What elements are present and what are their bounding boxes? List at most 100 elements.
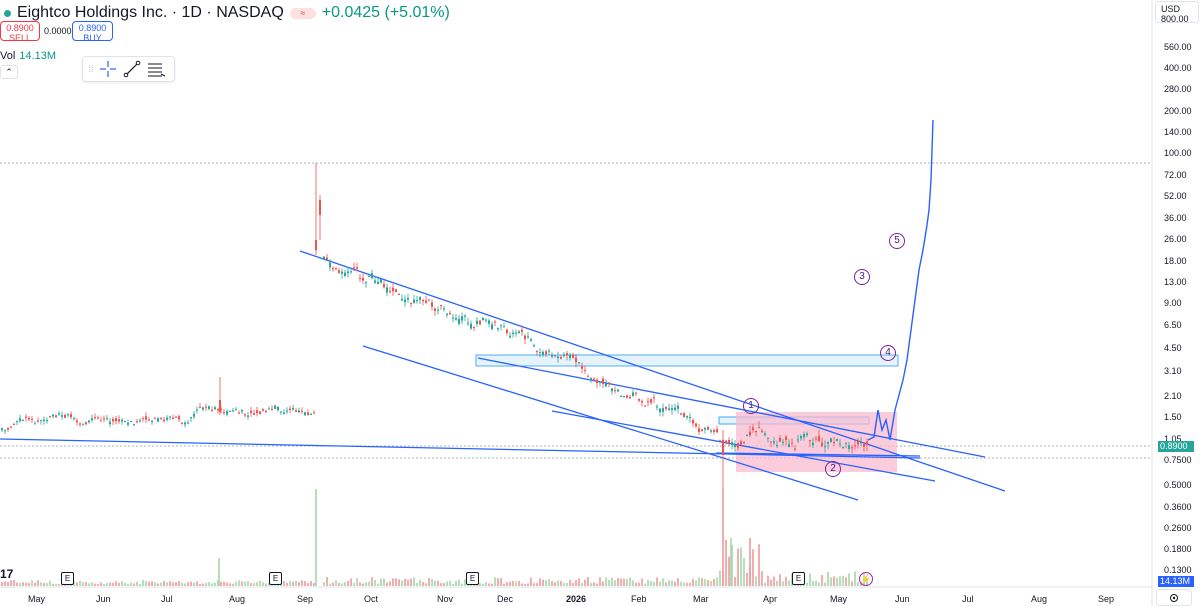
candle-body	[142, 418, 144, 420]
candle-body	[205, 406, 207, 408]
earnings-event-badge[interactable]: E	[61, 572, 74, 585]
price-axis-label: 0.3600	[1164, 502, 1192, 512]
volume-bar	[226, 582, 228, 586]
candle-body	[335, 268, 337, 270]
candle-body	[196, 409, 198, 411]
volume-bar	[256, 582, 258, 586]
candle-body	[671, 408, 673, 410]
candle-body	[743, 441, 745, 444]
sell-button[interactable]: 0.8900 SELL	[0, 21, 40, 43]
volume-bar	[737, 548, 739, 586]
candle-body	[344, 272, 346, 277]
candle-body	[437, 309, 439, 311]
candle-body	[359, 277, 361, 279]
volume-bar	[503, 583, 505, 586]
volume-bar	[106, 583, 108, 586]
volume-bar	[404, 578, 406, 586]
volume-bar	[572, 582, 574, 586]
volume-bar	[515, 581, 517, 586]
volume-bar	[389, 581, 391, 586]
volume-bar	[211, 583, 213, 586]
candle-body	[428, 299, 430, 301]
candle-body	[851, 447, 853, 449]
candle-body	[353, 267, 355, 269]
trend-line-upper	[299, 250, 1006, 492]
trend-line-icon[interactable]	[120, 59, 144, 79]
candle-body	[509, 335, 511, 338]
collapse-legend-button[interactable]: ⌃	[0, 65, 18, 79]
volume-bar	[581, 582, 583, 586]
candle-body	[73, 418, 75, 420]
candle-body	[136, 421, 138, 423]
volume-bar	[229, 583, 231, 586]
candle-body	[842, 446, 844, 448]
earnings-event-badge[interactable]: E	[792, 572, 805, 585]
candle-body	[650, 399, 652, 403]
candle-body	[356, 267, 358, 269]
volume-bar	[124, 582, 126, 586]
currency-selector[interactable]: USD 800.00	[1155, 1, 1199, 24]
flag-icon[interactable]: ≈	[289, 7, 316, 19]
volume-legend: Vol 14.13M	[0, 50, 56, 62]
volume-bar	[500, 578, 502, 586]
volume-bar	[650, 581, 652, 586]
candle-body	[103, 418, 105, 420]
wave-label-5[interactable]: 5	[889, 233, 905, 249]
flash-icon[interactable]: ⚡	[859, 572, 873, 586]
candle-body	[602, 378, 604, 384]
volume-bar	[842, 575, 844, 586]
candle-body	[16, 421, 18, 423]
wave-label-4[interactable]: 4	[880, 345, 896, 361]
candle-body	[866, 441, 868, 446]
earnings-event-badge[interactable]: E	[269, 572, 282, 585]
candle-body	[710, 430, 712, 432]
volume-bar	[575, 580, 577, 586]
fib-icon[interactable]	[144, 59, 168, 79]
candle-body	[401, 299, 403, 301]
volume-bar	[112, 582, 114, 586]
candle-body	[476, 320, 478, 324]
volume-bar	[752, 549, 754, 586]
candle-body	[326, 257, 328, 260]
volume-bar	[341, 583, 343, 586]
candle-body	[229, 410, 231, 412]
volume-bar	[680, 581, 682, 586]
candle-body	[746, 435, 748, 437]
candle-body	[554, 355, 556, 357]
candle-body	[548, 350, 550, 352]
volume-bar	[310, 580, 312, 586]
chart-settings-button[interactable]	[1156, 589, 1192, 606]
volume-bar	[512, 580, 514, 586]
volume-bar	[716, 577, 718, 586]
crosshair-icon[interactable]	[96, 59, 120, 79]
volume-bar	[34, 582, 36, 586]
wave-label-1[interactable]: 1	[743, 398, 759, 414]
candle-body	[680, 413, 682, 415]
buy-button[interactable]: 0.8900 BUY	[72, 21, 113, 43]
volume-bar	[590, 582, 592, 586]
wave-label-2[interactable]: 2	[825, 461, 841, 477]
wave-label-3[interactable]: 3	[854, 269, 870, 285]
volume-bar	[638, 582, 640, 586]
candle-body	[854, 445, 856, 447]
symbol-title[interactable]: Eightco Holdings Inc. · 1D · NASDAQ	[17, 4, 284, 21]
candle-body	[37, 420, 39, 422]
volume-bar	[55, 583, 57, 586]
price-axis-label: 280.00	[1164, 84, 1192, 94]
volume-bar	[115, 581, 117, 586]
volume-bar	[82, 582, 84, 586]
candle-body	[280, 411, 282, 413]
volume-bar	[160, 582, 162, 586]
volume-bar	[620, 578, 622, 586]
volume-bar	[1, 581, 3, 586]
tradingview-logo[interactable]: 17	[0, 567, 14, 581]
candle-body	[761, 431, 763, 433]
candle-body	[422, 299, 424, 302]
candle-body	[1, 428, 3, 431]
earnings-event-badge[interactable]: E	[466, 572, 479, 585]
candle-body	[46, 420, 48, 422]
candle-body	[800, 436, 802, 439]
volume-bar	[602, 581, 604, 586]
drag-handle-icon[interactable]: ⁞⁞	[88, 64, 94, 74]
